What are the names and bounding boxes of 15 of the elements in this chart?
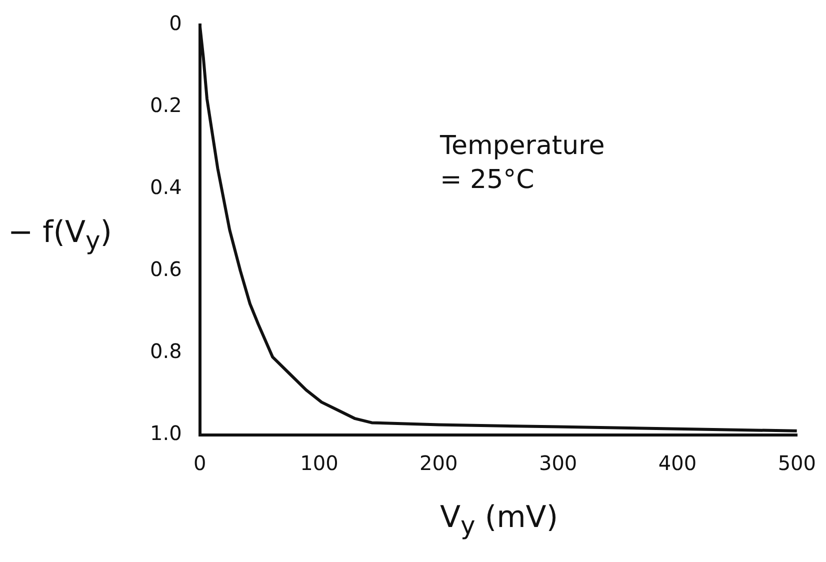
y-tick-label: 0.8 [150, 339, 182, 364]
annotation: Temperature = 25°C [440, 130, 605, 197]
y-tick-label: 1.0 [150, 421, 182, 446]
y-tick-label: 0.6 [150, 257, 182, 282]
y-axis-title: − f(V$_{y}$) [8, 215, 112, 255]
y-tick-label: 0.4 [150, 175, 182, 200]
x-tick-label: 100 [300, 451, 338, 476]
x-tick-label: 200 [420, 451, 458, 476]
x-tick-label: 500 [778, 451, 816, 476]
x-tick-label: 400 [658, 451, 697, 476]
y-tick-label: 0 [169, 11, 182, 36]
y-tick-label: 0.2 [150, 93, 182, 118]
x-axis-title: V$_{y}$ (mV) [440, 500, 558, 540]
x-tick-label: 0 [193, 451, 206, 476]
x-tick-label: 300 [538, 451, 578, 476]
